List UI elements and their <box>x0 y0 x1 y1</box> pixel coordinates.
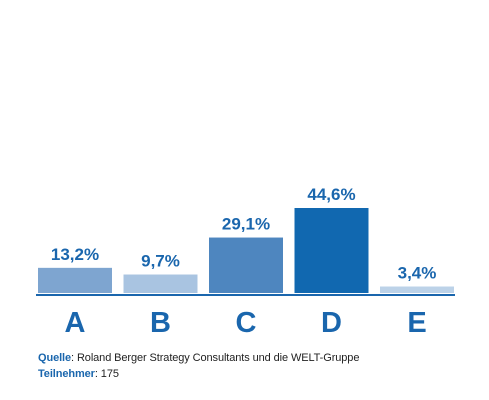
bar-value-label-b: 9,7% <box>141 252 180 271</box>
bar-b <box>123 274 198 293</box>
category-label-a: A <box>65 307 86 339</box>
participants-label: Teilnehmer <box>38 368 95 380</box>
source-label: Quelle <box>38 352 72 364</box>
bar-value-label-e: 3,4% <box>398 264 437 283</box>
bar-a <box>38 267 112 293</box>
footer-source-line: Quelle: Roland Berger Strategy Consultan… <box>38 352 360 364</box>
bar-value-label-d: 44,6% <box>307 185 355 204</box>
bar-e <box>380 286 454 293</box>
category-label-d: D <box>321 307 342 339</box>
category-label-b: B <box>150 307 171 339</box>
participants-text: 175 <box>100 368 119 380</box>
bar-value-label-a: 13,2% <box>51 245 99 264</box>
footer-participants-line: Teilnehmer: 175 <box>38 368 119 380</box>
bar-value-label-c: 29,1% <box>222 215 270 234</box>
category-label-e: E <box>407 307 426 339</box>
bar-d <box>294 208 369 293</box>
bars-layer: 13,2% A 9,7% B 29,1% C 44,6% D 3,4% E <box>38 185 454 339</box>
source-text: Roland Berger Strategy Consultants und d… <box>76 352 360 364</box>
category-label-c: C <box>236 307 257 339</box>
bar-c <box>209 237 283 293</box>
